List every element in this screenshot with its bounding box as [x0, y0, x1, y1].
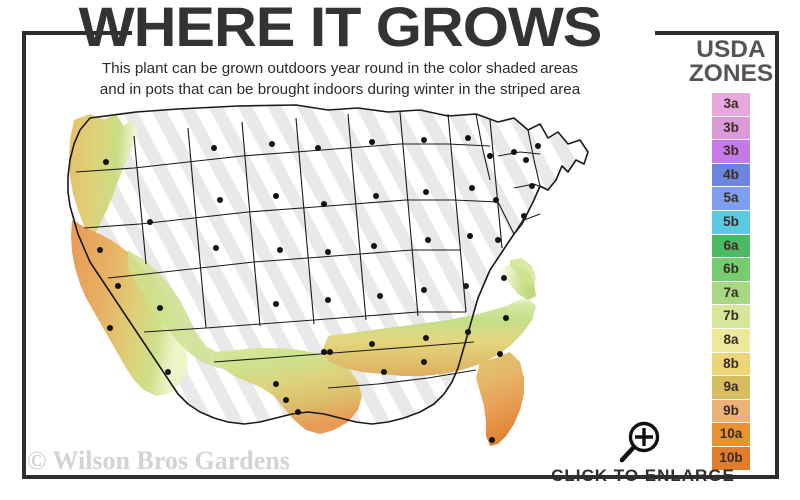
click-to-enlarge-label[interactable]: CLICK TO ENLARGE	[551, 466, 735, 485]
legend-swatch-zone-8b-11: 8b	[712, 352, 750, 377]
legend-swatch-zone-10a-14: 10a	[712, 423, 750, 447]
legend-swatch-zone-7b-9: 7b	[712, 305, 750, 329]
frame-top-left-segment	[22, 31, 132, 35]
legend-swatch-zone-9b-13: 9b	[712, 399, 750, 424]
zone-band-southeast	[322, 296, 536, 376]
legend-swatch-list: 3a 3b 3b 4b 5a 5b 6a 6b 7a 7b 8a 8b 9a 9b 10a 10b	[712, 93, 750, 470]
legend-title: USDA ZONES	[667, 38, 796, 86]
frame-top-right-segment	[655, 31, 779, 35]
zone-band-california	[71, 220, 188, 396]
frame-right-segment	[775, 31, 779, 479]
legend-swatch-zone-6b-7: 6b	[712, 258, 750, 282]
legend-swatch-zone-6a-6: 6a	[712, 234, 750, 259]
legend-title-line-1: USDA	[696, 36, 766, 63]
city-dots	[97, 135, 541, 443]
usa-outline	[67, 104, 589, 425]
frame-bottom-segment	[22, 475, 779, 479]
map-color-zones	[69, 114, 536, 446]
usda-zones-legend: USDA ZONES 3a 3b 3b 4b 5a 5b 6a 6b 7a 7b 8a 8b 9a 9b 1…	[668, 38, 794, 470]
zone-band-florida	[476, 352, 524, 446]
subtitle: This plant can be grown outdoors year ro…	[30, 58, 650, 100]
page-title: WHERE IT GROWS	[78, 0, 603, 58]
legend-swatch-zone-7a-8: 7a	[712, 281, 750, 306]
legend-swatch-zone-8a-10: 8a	[712, 328, 750, 353]
legend-swatch-zone-3b-2: 3b	[712, 140, 750, 164]
legend-swatch-zone-5b-5: 5b	[712, 210, 750, 235]
zone-band-texas	[214, 348, 362, 434]
legend-swatch-zone-5a-4: 5a	[712, 187, 750, 211]
legend-swatch-zone-10b-15: 10b	[712, 446, 750, 470]
subtitle-line-2: and in pots that can be brought indoors …	[99, 81, 581, 98]
legend-title-line-2: ZONES	[688, 60, 774, 87]
legend-swatch-zone-4b-3: 4b	[712, 163, 750, 188]
legend-swatch-zone-3a-0: 3a	[712, 93, 750, 117]
frame-left-segment	[22, 31, 26, 479]
subtitle-line-1: This plant can be grown outdoors year ro…	[101, 60, 579, 77]
zone-band-northeast-coast	[510, 258, 536, 286]
zone-band-pacific-northwest	[69, 114, 138, 240]
zone-band-great-basin-edge	[128, 250, 328, 372]
usda-zone-map[interactable]	[28, 100, 658, 460]
legend-swatch-zone-3b-1: 3b	[712, 116, 750, 141]
state-boundaries	[67, 104, 589, 425]
magnifier-plus-icon[interactable]	[615, 418, 663, 466]
legend-swatch-zone-9a-12: 9a	[712, 376, 750, 400]
watermark: © Wilson Bros Gardens	[27, 446, 290, 475]
